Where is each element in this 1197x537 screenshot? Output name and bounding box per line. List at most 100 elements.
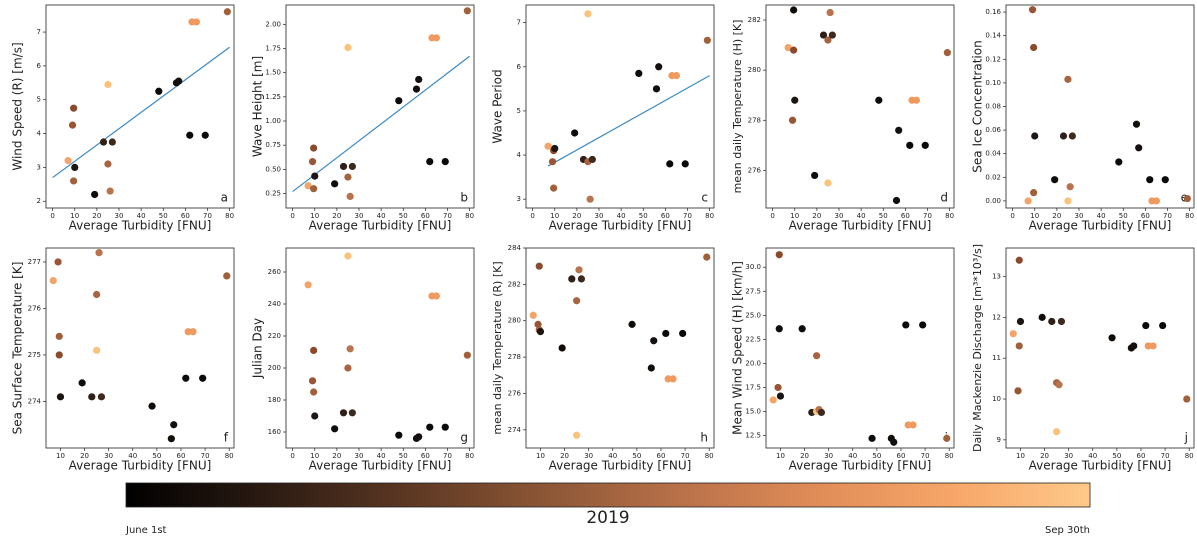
panel-label: j [1184,431,1188,445]
y-tick-label: 0.12 [985,55,1001,63]
point [311,172,319,180]
y-axis-label: Julian Day [251,318,265,379]
y-tick-label: 277 [28,258,41,266]
point [304,182,312,190]
x-tick-label: 20 [92,212,101,220]
point [774,383,782,392]
x-tick-label: 60 [1137,452,1146,460]
panel-label: d [940,191,948,205]
point [1149,342,1157,350]
point [1159,321,1167,330]
point [890,438,898,446]
point [571,129,579,137]
y-tick-label: 4 [517,151,522,159]
point [55,351,63,359]
x-tick-label: 10 [550,212,559,220]
point [1064,75,1072,83]
x-tick-label: 40 [1088,452,1097,460]
point [344,252,352,260]
point [311,412,319,420]
point [535,262,543,270]
point [588,155,596,164]
point [573,431,581,439]
y-tick-label: 200 [268,364,281,372]
y-tick-label: 25.0 [745,311,761,319]
point [49,276,57,285]
x-tick-label: 30 [355,212,364,220]
point [534,320,542,328]
x-tick-label: 30 [584,452,593,460]
x-tick-label: 40 [128,452,137,460]
x-tick-label: 30 [115,212,124,220]
y-tick-label: 1.25 [265,93,281,101]
x-tick-label: 70 [681,452,690,460]
y-tick-label: 2 [37,197,41,205]
point [1015,342,1023,350]
panel-label: f [224,431,229,445]
plot-frame [285,247,475,449]
point [93,346,101,354]
point [339,409,348,417]
point [551,144,559,153]
y-tick-label: 6 [517,63,522,71]
x-tick-label: 10 [1030,212,1039,220]
x-tick-label: 0 [770,212,774,220]
x-tick-label: 50 [399,212,408,220]
y-tick-label: 20.0 [745,359,761,367]
point [463,351,471,359]
x-tick-label: 60 [421,452,430,460]
x-tick-label: 60 [901,212,910,220]
point [1053,428,1061,436]
point [432,34,440,42]
point [339,162,348,171]
point [943,49,951,57]
x-tick-label: 40 [137,212,146,220]
point [192,18,200,26]
point [919,321,927,329]
point [681,160,689,168]
y-tick-label: 0.50 [265,165,281,173]
point [784,44,792,52]
point [1135,144,1143,152]
y-tick-label: 160 [268,428,281,436]
y-tick-label: 15.0 [745,407,761,415]
point [906,141,914,149]
point [56,393,65,401]
point [1015,256,1023,264]
point [432,292,440,300]
point [647,364,655,372]
point [310,185,318,193]
point [344,43,352,52]
x-tick-label: 70 [923,212,932,220]
point [331,425,339,433]
y-tick-label: 275 [28,351,41,359]
point [395,431,403,439]
y-tick-label: 280 [508,317,521,325]
point [1132,120,1141,128]
x-tick-label: 80 [225,452,234,460]
x-tick-label: 20 [560,452,569,460]
point [1038,313,1046,321]
point [650,337,658,345]
plot-frame [765,247,955,449]
x-tick-label: 70 [1163,212,1172,220]
point [828,31,836,39]
x-axis-label: Average Turbidity [FNU] [1029,219,1172,233]
y-tick-label: 280 [748,66,761,74]
point [70,104,78,112]
x-tick-label: 50 [872,452,881,460]
y-tick-label: 17.5 [745,383,761,391]
x-tick-label: 60 [897,452,906,460]
point [189,328,197,336]
y-tick-label: 1.50 [265,69,281,77]
x-tick-label: 10 [536,452,545,460]
y-tick-label: 5 [517,107,521,115]
point [1146,176,1154,184]
point [415,433,423,441]
x-tick-label: 80 [465,212,474,220]
point [1059,132,1068,140]
colorbar [125,482,1091,508]
x-tick-label: 80 [705,452,714,460]
point [769,396,777,404]
point [679,329,687,338]
